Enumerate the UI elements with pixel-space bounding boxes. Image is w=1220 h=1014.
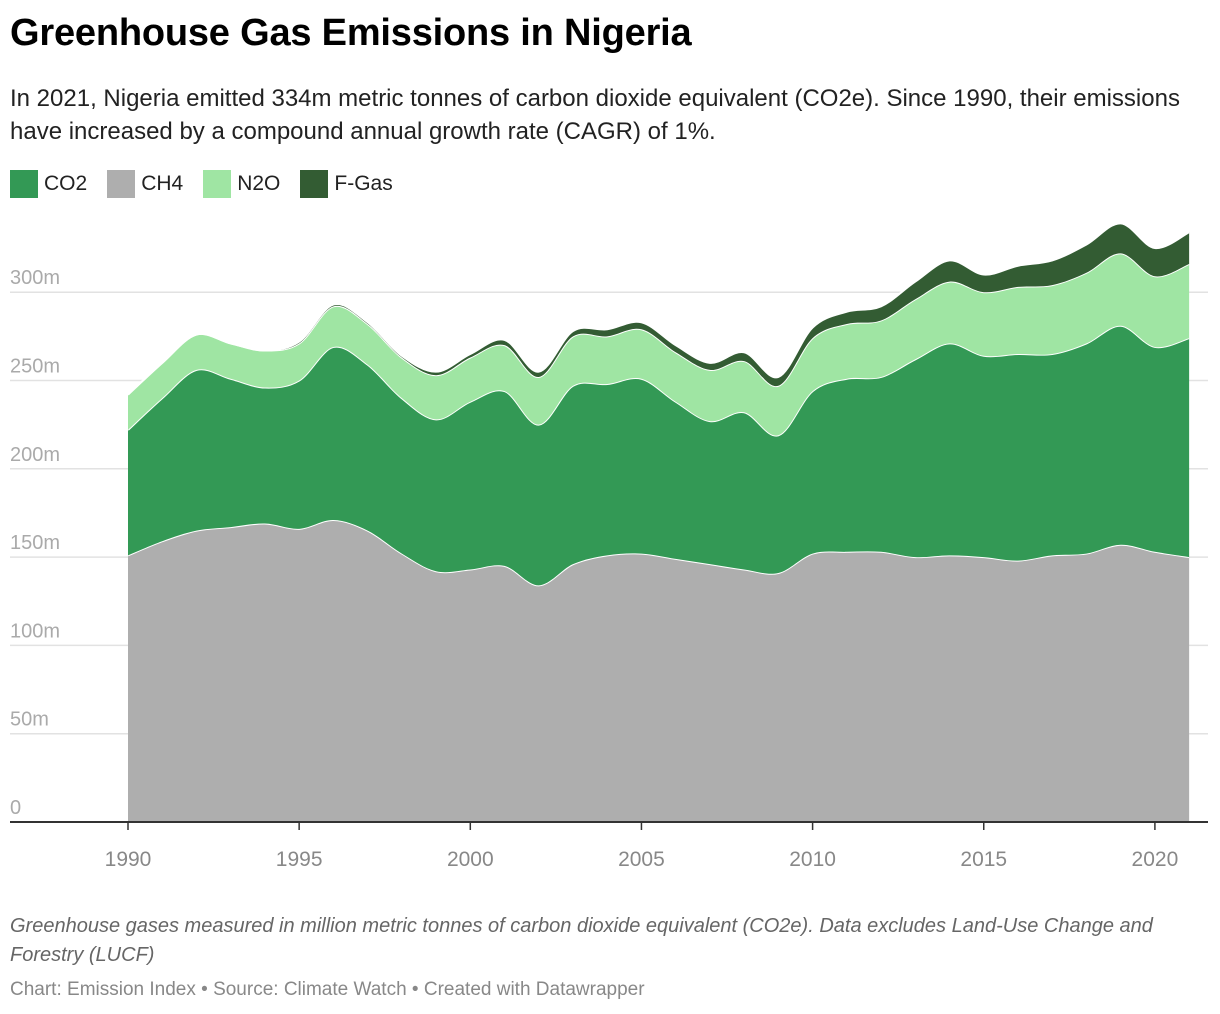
legend-item-n2o: N2O — [203, 170, 280, 198]
legend: CO2 CH4 N2O F-Gas — [10, 170, 413, 198]
area-ch4 — [128, 520, 1190, 822]
x-tick-label: 2000 — [447, 848, 494, 871]
legend-swatch-n2o — [203, 170, 232, 198]
x-tick-label: 2010 — [789, 848, 836, 871]
legend-label-fgas: F-Gas — [334, 172, 393, 195]
x-tick-label: 2020 — [1132, 848, 1179, 871]
y-tick-label: 150m — [10, 532, 60, 554]
legend-item-ch4: CH4 — [107, 170, 183, 198]
chart-subtitle: In 2021, Nigeria emitted 334m metric ton… — [10, 85, 1180, 145]
legend-label-co2: CO2 — [44, 172, 88, 195]
y-tick-label: 250m — [10, 356, 60, 378]
legend-item-fgas: F-Gas — [300, 170, 393, 198]
chart-title: Greenhouse Gas Emissions in Nigeria — [10, 12, 692, 54]
y-tick-label: 50m — [10, 709, 49, 731]
area-layer — [127, 222, 1190, 822]
x-axis-ticks: 1990 1995 2000 2005 2010 2015 2020 — [105, 822, 1179, 871]
chart-notes: Greenhouse gases measured in million met… — [10, 915, 1153, 966]
legend-item-co2: CO2 — [10, 170, 87, 198]
x-tick-label: 1995 — [276, 848, 323, 871]
legend-label-n2o: N2O — [237, 172, 281, 195]
legend-label-ch4: CH4 — [141, 172, 184, 195]
x-tick-label: 2005 — [618, 848, 665, 871]
y-tick-label: 200m — [10, 444, 60, 466]
y-tick-label: 0 — [10, 797, 21, 819]
y-tick-label: 100m — [10, 620, 60, 642]
area-n2o — [128, 253, 1190, 436]
stacked-area-chart: 0 50m 100m 150m 200m 250m 300m 1990 1995 2000 200… — [10, 222, 1208, 871]
legend-swatch-ch4 — [107, 170, 136, 198]
y-tick-label: 300m — [10, 267, 60, 289]
legend-swatch-co2 — [10, 170, 38, 198]
chart-source: Chart: Emission Index • Source: Climate … — [10, 979, 645, 1000]
legend-swatch-fgas — [300, 170, 329, 198]
area-edge-fgas — [127, 222, 1190, 396]
x-tick-label: 1990 — [105, 848, 152, 871]
x-tick-label: 2015 — [960, 848, 1007, 871]
y-axis-ticks: 0 50m 100m 150m 200m 250m 300m — [10, 267, 60, 819]
